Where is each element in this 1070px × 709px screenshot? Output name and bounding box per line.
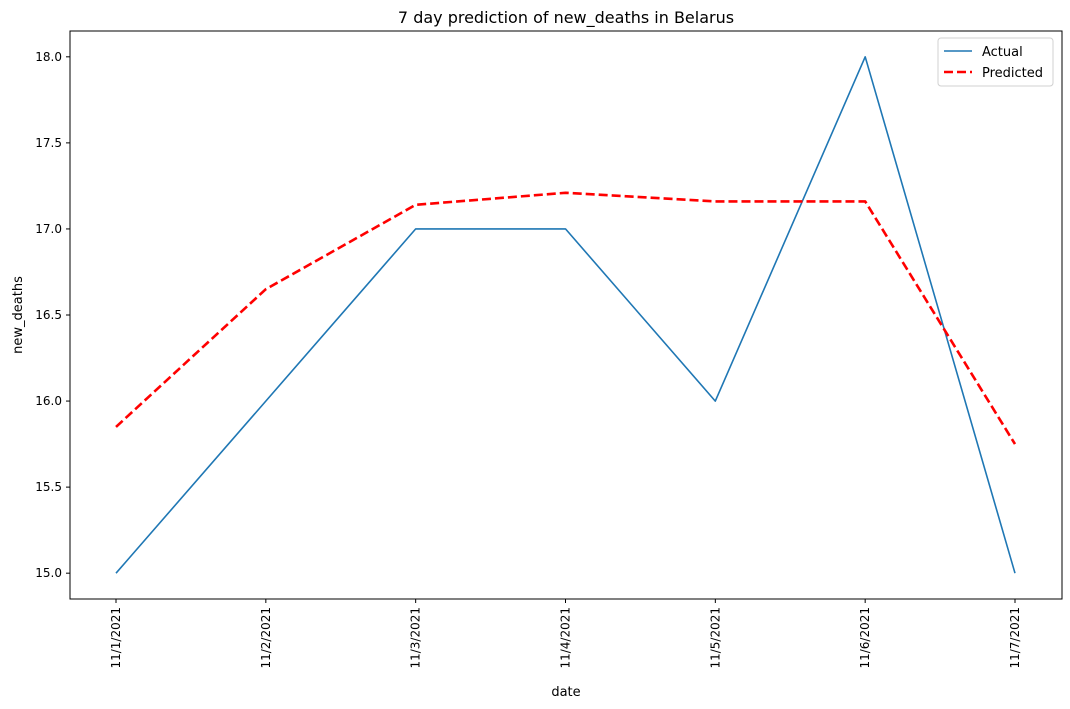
y-tick-label: 17.5 xyxy=(35,136,62,150)
legend: Actual Predicted xyxy=(937,37,1054,87)
plot-area: 15.0 15.5 16.0 16.5 17.0 17.5 18.0 11/1/2021 11/… xyxy=(35,30,1063,669)
series-line-actual xyxy=(115,55,1016,574)
x-tick-label: 11/4/2021 xyxy=(559,607,573,669)
x-tick-label: 11/5/2021 xyxy=(708,607,722,669)
x-tick-label: 11/2/2021 xyxy=(259,607,273,669)
y-tick-label: 16.0 xyxy=(35,394,62,408)
x-tick-label: 11/1/2021 xyxy=(109,607,123,669)
y-axis-label: new_deaths xyxy=(11,276,26,354)
plot-frame xyxy=(69,30,1063,600)
y-tick-label: 15.0 xyxy=(35,566,62,580)
x-tick-label: 11/3/2021 xyxy=(409,607,423,669)
chart-title: 7 day prediction of new_deaths in Belaru… xyxy=(398,8,734,28)
legend-label-actual: Actual xyxy=(982,45,1023,60)
legend-label-predicted: Predicted xyxy=(982,66,1043,81)
y-tick-label: 16.5 xyxy=(35,308,62,322)
y-tick-label: 18.0 xyxy=(35,50,62,64)
x-tick-label: 11/6/2021 xyxy=(858,607,872,669)
y-tick-label: 15.5 xyxy=(35,480,62,494)
series-line-predicted xyxy=(115,191,1017,445)
y-tick-label: 17.0 xyxy=(35,222,62,236)
x-tick-label: 11/7/2021 xyxy=(1008,607,1022,669)
x-axis-label: date xyxy=(551,685,580,700)
legend-box xyxy=(937,37,1054,87)
